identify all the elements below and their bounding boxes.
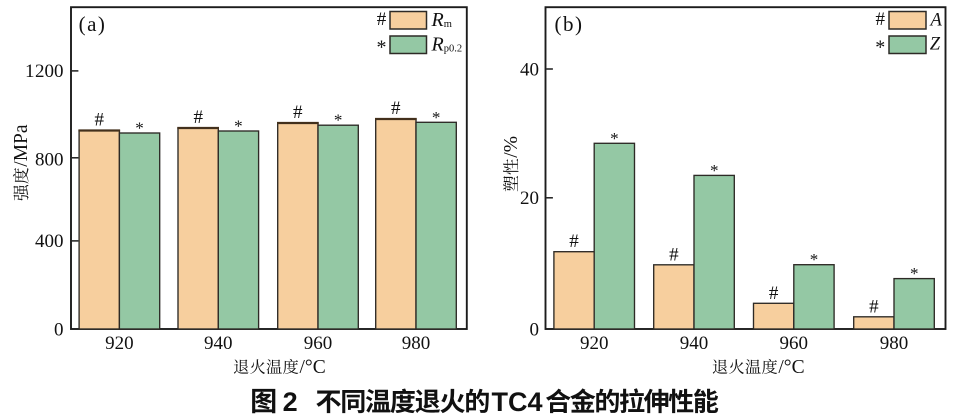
svg-text:*: *: [377, 37, 387, 59]
svg-text:0: 0: [54, 319, 64, 340]
svg-text:#: #: [193, 107, 203, 128]
svg-text:Z: Z: [930, 34, 941, 54]
svg-text:#: #: [769, 283, 779, 304]
svg-text:A: A: [929, 10, 943, 30]
svg-text:200: 200: [35, 61, 64, 82]
svg-text:20: 20: [520, 188, 539, 209]
svg-text:*: *: [810, 250, 819, 269]
svg-text:960: 960: [304, 333, 333, 354]
svg-text:#: #: [377, 9, 387, 30]
svg-text:*: *: [135, 119, 144, 138]
svg-text:980: 980: [402, 333, 431, 354]
svg-text:*: *: [875, 37, 885, 59]
svg-text:1: 1: [25, 61, 35, 82]
svg-text:#: #: [569, 231, 579, 252]
svg-text:*: *: [710, 161, 719, 180]
svg-text:TC4: TC4: [492, 387, 543, 417]
svg-text:940: 940: [680, 333, 709, 354]
svg-text:40: 40: [520, 59, 539, 80]
svg-text:980: 980: [880, 333, 909, 354]
svg-text:#: #: [669, 244, 679, 265]
svg-text:(b): (b): [555, 12, 584, 36]
svg-text:920: 920: [105, 333, 134, 354]
svg-text:920: 920: [580, 333, 609, 354]
svg-text:*: *: [432, 108, 441, 127]
svg-text:960: 960: [780, 333, 809, 354]
svg-text:/%: /%: [501, 136, 522, 158]
svg-text:(a): (a): [79, 12, 107, 36]
svg-text:*: *: [610, 129, 619, 148]
svg-text:0: 0: [530, 319, 540, 340]
svg-text:*: *: [234, 117, 243, 136]
svg-text:/MPa: /MPa: [11, 124, 32, 167]
svg-text:940: 940: [204, 333, 233, 354]
svg-text:Rp0.2: Rp0.2: [431, 34, 463, 56]
svg-text:#: #: [391, 98, 401, 119]
svg-text:Rm: Rm: [431, 9, 452, 31]
svg-text:/°C: /°C: [300, 357, 326, 378]
svg-text:2: 2: [283, 387, 298, 417]
svg-text:800: 800: [35, 149, 64, 170]
svg-text:400: 400: [35, 231, 64, 252]
svg-text:#: #: [94, 110, 104, 131]
svg-text:#: #: [869, 296, 879, 317]
svg-text:*: *: [910, 264, 919, 283]
svg-text:#: #: [876, 9, 886, 30]
svg-text:*: *: [334, 111, 343, 130]
svg-text:/°C: /°C: [778, 357, 804, 378]
svg-text:#: #: [293, 102, 303, 123]
